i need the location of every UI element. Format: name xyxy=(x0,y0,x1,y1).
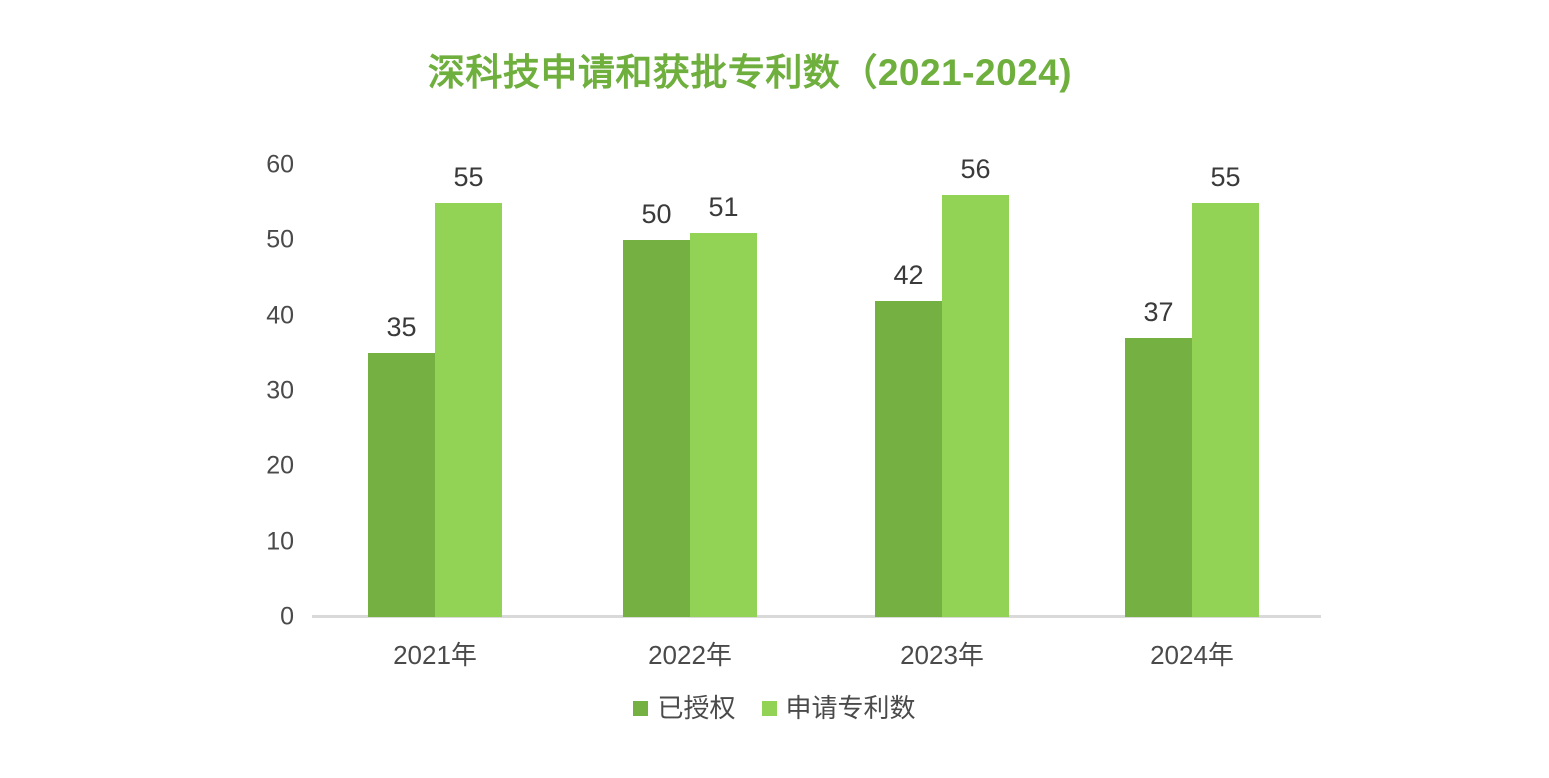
bar-value-label: 56 xyxy=(960,154,991,185)
legend-swatch-icon xyxy=(633,700,649,716)
bar-granted-2021[interactable]: 35 xyxy=(368,312,435,617)
bar-group-bars: 35 55 xyxy=(368,162,502,617)
x-axis-label-2023: 2023年 xyxy=(900,640,984,670)
legend-label: 已授权 xyxy=(657,693,736,723)
bar-granted-2024[interactable]: 37 xyxy=(1125,297,1192,617)
x-axis-label-2021: 2021年 xyxy=(393,640,477,670)
bar-group-bars: 50 51 xyxy=(623,165,757,617)
bar-applied-2022[interactable]: 51 xyxy=(690,192,757,617)
bar-granted-2022[interactable]: 50 xyxy=(623,199,690,617)
y-axis-tick-0: 0 xyxy=(280,602,294,631)
bar-value-label: 37 xyxy=(1143,297,1174,328)
plot-area: 60 50 40 30 20 10 0 35 55 2021年 50 xyxy=(266,151,1321,670)
bar-applied-2023[interactable]: 56 xyxy=(942,154,1009,617)
chart-legend: 已授权 申请专利数 xyxy=(0,695,1549,721)
y-axis-tick-30: 30 xyxy=(266,376,294,405)
legend-item-applied[interactable]: 申请专利数 xyxy=(761,693,916,723)
bar-group-bars: 37 55 xyxy=(1125,162,1259,617)
bar-granted-2023[interactable]: 42 xyxy=(875,260,942,617)
y-axis-tick-20: 20 xyxy=(266,451,294,480)
x-axis-line xyxy=(312,615,1321,618)
x-axis-label-2024: 2024年 xyxy=(1150,640,1234,670)
legend-swatch-icon xyxy=(761,700,777,716)
bar-value-label: 42 xyxy=(893,259,924,290)
bar-applied-2024[interactable]: 55 xyxy=(1192,162,1259,617)
bar-value-label: 55 xyxy=(453,161,484,192)
legend-label: 申请专利数 xyxy=(785,693,916,723)
y-axis-tick-60: 60 xyxy=(266,150,294,179)
x-axis-label-2022: 2022年 xyxy=(648,640,732,670)
legend-item-granted[interactable]: 已授权 xyxy=(633,693,736,723)
y-axis-tick-10: 10 xyxy=(266,527,294,556)
bar-value-label: 55 xyxy=(1210,161,1241,192)
chart-title: 深科技申请和获批专利数（2021-2024) xyxy=(427,52,1073,93)
bar-value-label: 50 xyxy=(641,199,672,230)
y-axis-tick-50: 50 xyxy=(266,225,294,254)
bar-value-label: 35 xyxy=(386,312,417,343)
bar-value-label: 51 xyxy=(708,191,739,222)
y-axis-tick-40: 40 xyxy=(266,301,294,330)
bar-group-bars: 42 56 xyxy=(875,154,1009,617)
bar-applied-2021[interactable]: 55 xyxy=(435,162,502,617)
